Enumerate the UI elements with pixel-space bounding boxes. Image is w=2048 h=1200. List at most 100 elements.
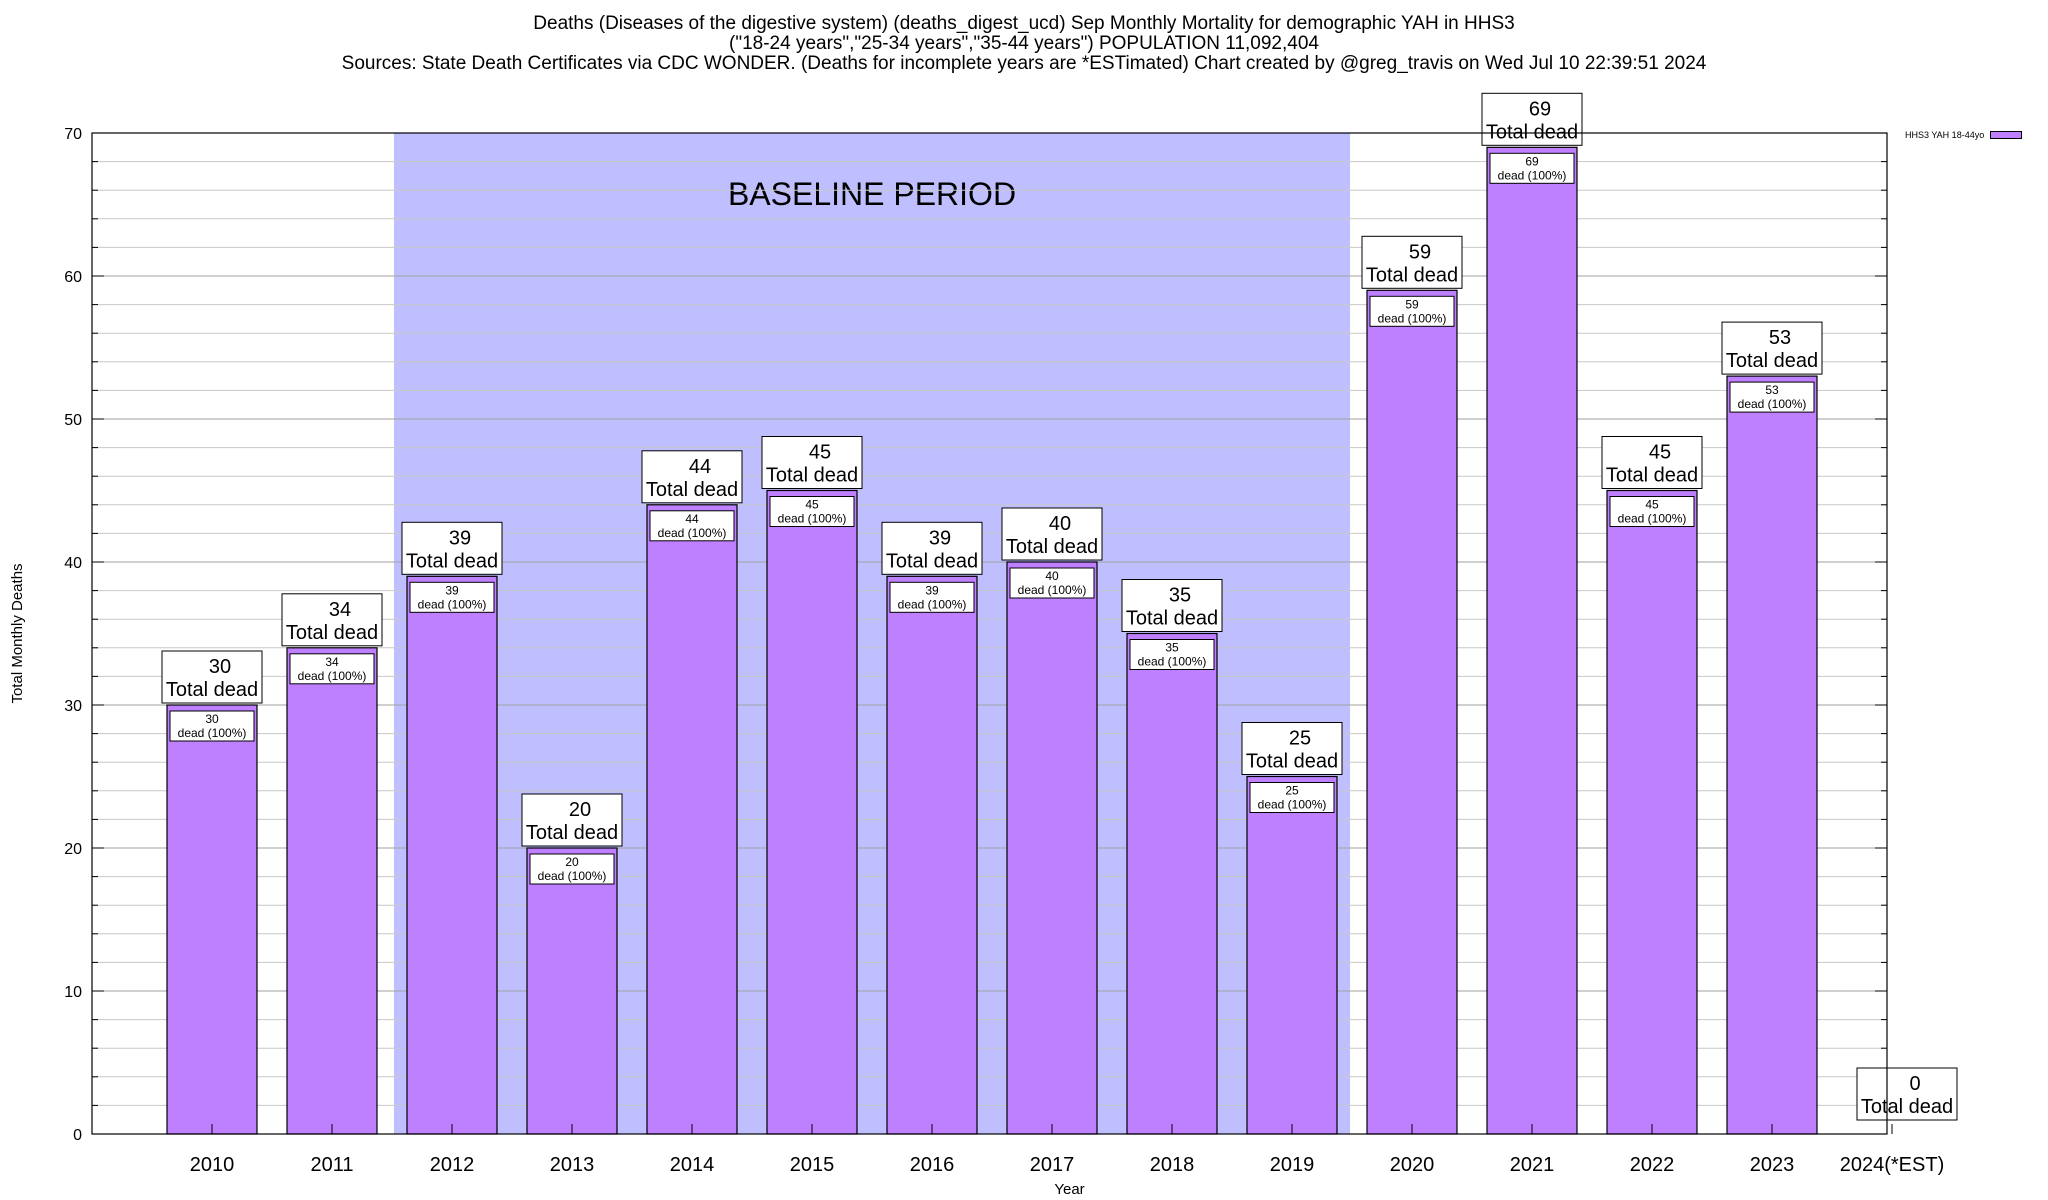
x-tick-label: 2022 (1630, 1154, 1675, 1176)
baseline-period-label: BASELINE PERIOD (728, 176, 1016, 212)
legend-label: HHS3 YAH 18-44yo (1905, 130, 1985, 140)
y-tick-label: 0 (73, 1127, 82, 1144)
inner-label-text: dead (100%) (898, 597, 967, 611)
y-tick-label: 60 (64, 269, 82, 286)
top-label-value: 59 (1409, 241, 1431, 263)
bar (766, 489, 858, 1135)
top-label-box (761, 436, 863, 489)
top-label-value: 39 (449, 527, 471, 549)
inner-label-text: dead (100%) (1138, 655, 1207, 669)
x-tick-label: 2021 (1510, 1154, 1555, 1176)
y-axis-label: Total Monthly Deaths (9, 563, 26, 703)
inner-label-value: 20 (565, 855, 579, 869)
top-label-value: 0 (1909, 1073, 1920, 1095)
top-label-text: Total dead (406, 550, 498, 572)
top-label-box (881, 521, 983, 575)
chart-title-line-1: Deaths (Diseases of the digestive system… (533, 13, 1515, 34)
top-label-value: 25 (1289, 728, 1311, 750)
bar (526, 847, 618, 1135)
legend: HHS3 YAH 18-44yo (1905, 130, 2023, 140)
top-label-box (521, 793, 623, 847)
y-tick-label: 20 (64, 841, 82, 858)
x-tick-label: 2015 (790, 1154, 835, 1176)
x-tick-label: 2011 (310, 1154, 353, 1176)
inner-label-value: 35 (1165, 641, 1179, 655)
x-tick-label: 2018 (1150, 1154, 1195, 1176)
inner-label-value: 39 (925, 583, 939, 597)
top-label-box (1481, 92, 1583, 146)
top-label-value: 53 (1769, 327, 1791, 349)
y-tick-label: 30 (64, 698, 82, 715)
x-tick-label: 2014 (670, 1154, 715, 1176)
plot-frame (91, 132, 1888, 1135)
top-label-text: Total dead (1006, 536, 1098, 558)
bar (166, 704, 258, 1135)
inner-label-box (1609, 496, 1695, 527)
x-axis-label: Year (1054, 1181, 1084, 1198)
top-label-value: 20 (569, 799, 591, 821)
top-label-box (1121, 579, 1223, 632)
inner-label-text: dead (100%) (1018, 583, 1087, 597)
top-label-text: Total dead (766, 465, 858, 487)
top-label-box (161, 650, 263, 704)
inner-label-value: 44 (685, 512, 699, 526)
top-label-text: Total dead (1861, 1096, 1953, 1118)
inner-label-text: dead (100%) (778, 512, 847, 526)
inner-label-text: dead (100%) (1258, 798, 1327, 812)
bar (1126, 632, 1218, 1135)
x-tick-label: 2019 (1270, 1154, 1315, 1176)
top-label-box (1361, 235, 1463, 289)
top-label-text: Total dead (1726, 350, 1818, 372)
y-tick-label: 50 (64, 412, 82, 429)
top-label-text: Total dead (1486, 121, 1578, 143)
x-tick-label: 2017 (1030, 1154, 1075, 1176)
inner-label-text: dead (100%) (418, 597, 487, 611)
bar (406, 575, 498, 1135)
bar (886, 575, 978, 1135)
top-label-text: Total dead (1126, 608, 1218, 630)
x-tick-label: 2020 (1390, 1154, 1435, 1176)
x-tick-label: 2010 (190, 1154, 235, 1176)
top-label-value: 69 (1529, 98, 1551, 120)
legend-swatch (1990, 131, 2023, 139)
top-label-value: 35 (1169, 585, 1191, 607)
inner-label-text: dead (100%) (1498, 168, 1567, 182)
inner-label-box (1129, 639, 1215, 670)
inner-label-box (289, 653, 375, 685)
top-label-value: 30 (209, 656, 231, 678)
top-label-text: Total dead (286, 622, 378, 644)
chart-title-line-2: ("18-24 years","25-34 years","35-44 year… (729, 33, 1319, 54)
inner-label-text: dead (100%) (298, 669, 367, 683)
top-label-box (1001, 507, 1103, 561)
top-label-text: Total dead (1366, 264, 1458, 286)
bar (1606, 489, 1698, 1135)
bar (646, 504, 738, 1135)
bar (1726, 375, 1818, 1135)
bar (1366, 289, 1458, 1135)
top-label-box (1601, 436, 1703, 489)
inner-label-text: dead (100%) (1378, 311, 1447, 325)
inner-label-text: dead (100%) (178, 726, 247, 740)
inner-label-value: 53 (1765, 383, 1779, 397)
top-label-text: Total dead (646, 479, 738, 501)
inner-label-box (409, 581, 495, 613)
top-label-value: 44 (689, 456, 711, 478)
inner-label-value: 39 (445, 583, 459, 597)
inner-label-text: dead (100%) (538, 869, 607, 883)
top-label-value: 40 (1049, 513, 1071, 535)
top-label-value: 45 (809, 442, 831, 464)
inner-label-value: 30 (205, 712, 219, 726)
inner-label-box (169, 710, 255, 742)
inner-label-value: 34 (325, 655, 339, 669)
inner-label-value: 59 (1405, 297, 1419, 311)
bar (1006, 561, 1098, 1135)
top-label-text: Total dead (1606, 465, 1698, 487)
x-tick-label: 2024(*EST) (1840, 1154, 1945, 1176)
y-tick-label: 40 (64, 555, 82, 572)
bar (1246, 775, 1338, 1135)
top-label-box (281, 593, 383, 647)
x-tick-label: 2016 (910, 1154, 955, 1176)
inner-label-value: 45 (805, 498, 819, 512)
top-label-value: 45 (1649, 442, 1671, 464)
